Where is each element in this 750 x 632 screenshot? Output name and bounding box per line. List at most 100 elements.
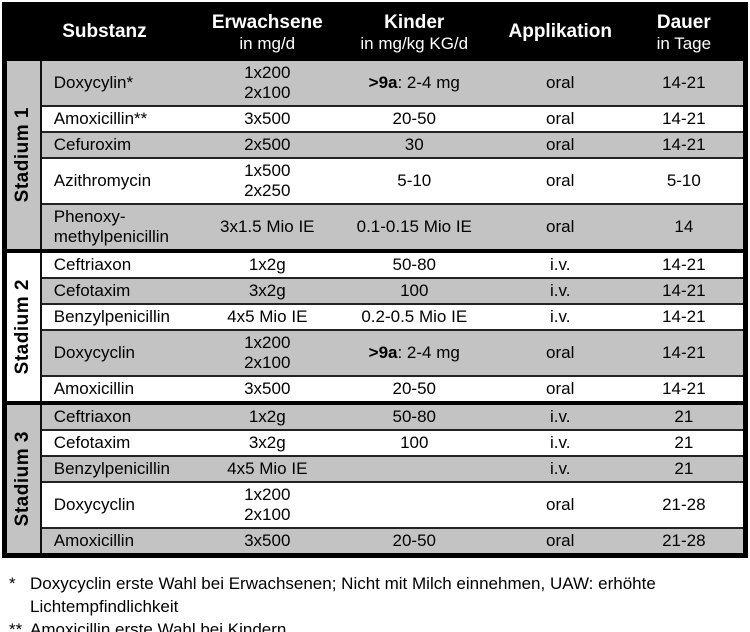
footnote-doxycyclin: * Doxycyclin erste Wahl bei Erwachsenen;… bbox=[0, 572, 750, 618]
applikation-cell: oral bbox=[495, 481, 625, 528]
erwachsene-cell: 1x200 2x100 bbox=[201, 481, 333, 528]
table-row: Phenoxy- methylpenicillin 3x1.5 Mio IE 0… bbox=[5, 203, 746, 251]
dauer-cell: 21 bbox=[624, 403, 746, 430]
kinder-cell: 0.2-0.5 Mio IE bbox=[332, 303, 496, 330]
stadium-2-label-cell: Stadium 2 bbox=[4, 251, 42, 403]
kinder-cell: 50-80 bbox=[332, 251, 496, 278]
applikation-cell: i.v. bbox=[495, 303, 625, 330]
applikation-cell: oral bbox=[495, 157, 625, 204]
substanz-cell: Cefotaxim bbox=[40, 429, 202, 456]
col-header-dauer-title: Dauer bbox=[656, 11, 711, 33]
erwachsene-cell: 3x1.5 Mio IE bbox=[201, 203, 333, 251]
kinder-cell: 5-10 bbox=[332, 157, 496, 204]
applikation-cell: oral bbox=[495, 329, 625, 376]
erwachsene-cell: 3x500 bbox=[201, 105, 333, 132]
applikation-cell: oral bbox=[495, 59, 625, 106]
footnote-marker: * bbox=[9, 574, 16, 593]
section-stadium-1: Stadium 1 Doxycylin* 1x200 2x100 >9a: 2-… bbox=[4, 59, 746, 251]
dauer-cell: 5-10 bbox=[624, 157, 746, 204]
dauer-cell: 14-21 bbox=[624, 277, 746, 304]
table-row: Amoxicillin 3x500 20-50 oral 14-21 bbox=[5, 375, 746, 403]
table-row: Amoxicillin** 3x500 20-50 oral 14-21 bbox=[5, 105, 746, 132]
table-row: Doxycyclin 1x200 2x100 >9a: 2-4 mg oral … bbox=[5, 329, 746, 376]
applikation-cell: oral bbox=[495, 527, 625, 556]
kinder-cell: 20-50 bbox=[332, 527, 496, 556]
col-header-kinder-unit: in mg/kg KG/d bbox=[360, 33, 469, 53]
kinder-age-prefix: >9a bbox=[368, 343, 398, 362]
stadium-1-label-cell: Stadium 1 bbox=[4, 59, 42, 251]
col-header-applikation: Applikation bbox=[495, 4, 625, 59]
table-row: Cefotaxim 3x2g 100 i.v. 14-21 bbox=[5, 277, 746, 304]
medication-table: Substanz Erwachsene in mg/d Kinder in mg… bbox=[2, 2, 748, 558]
erwachsene-cell: 3x500 bbox=[201, 375, 333, 403]
dauer-cell: 14-21 bbox=[624, 375, 746, 403]
footnote-marker: ** bbox=[9, 620, 23, 632]
erwachsene-cell: 1x200 2x100 bbox=[201, 59, 333, 106]
applikation-cell: i.v. bbox=[495, 403, 625, 430]
kinder-dose: : 2-4 mg bbox=[397, 73, 460, 92]
section-stadium-2: Stadium 2 Ceftriaxon 1x2g 50-80 i.v. 14-… bbox=[4, 251, 746, 403]
substanz-cell: Ceftriaxon bbox=[40, 403, 202, 430]
table-row: Azithromycin 1x500 2x250 5-10 oral 5-10 bbox=[5, 157, 746, 204]
kinder-cell: >9a: 2-4 mg bbox=[332, 329, 496, 376]
table-row: Amoxicillin 3x500 20-50 oral 21-28 bbox=[5, 527, 746, 556]
substanz-cell: Ceftriaxon bbox=[40, 251, 202, 278]
col-header-dauer-unit: in Tage bbox=[656, 33, 712, 53]
stadium-2-label: Stadium 2 bbox=[12, 279, 34, 375]
dauer-cell: 14-21 bbox=[624, 251, 746, 278]
kinder-cell: 20-50 bbox=[332, 375, 496, 403]
applikation-cell: oral bbox=[495, 131, 625, 158]
table-row: Benzylpenicillin 4x5 Mio IE i.v. 21 bbox=[5, 455, 746, 482]
applikation-cell: oral bbox=[495, 203, 625, 251]
applikation-cell: i.v. bbox=[495, 251, 625, 278]
col-header-erwachsene: Erwachsene in mg/d bbox=[201, 4, 333, 59]
kinder-cell: 30 bbox=[332, 131, 496, 158]
footnote-text: Doxycyclin erste Wahl bei Erwachsenen; N… bbox=[30, 574, 656, 616]
applikation-cell: i.v. bbox=[495, 455, 625, 482]
dauer-cell: 14-21 bbox=[624, 329, 746, 376]
stadium-3-label-cell: Stadium 3 bbox=[4, 403, 42, 556]
col-header-erwachsene-title: Erwachsene bbox=[211, 11, 323, 33]
substanz-cell: Cefotaxim bbox=[40, 277, 202, 304]
kinder-cell bbox=[332, 455, 496, 482]
kinder-cell: 100 bbox=[332, 277, 496, 304]
substanz-cell: Amoxicillin bbox=[40, 527, 202, 556]
stadium-1-label: Stadium 1 bbox=[12, 107, 34, 203]
dauer-cell: 14-21 bbox=[624, 59, 746, 106]
footnote-text: Amoxicillin erste Wahl bei Kindern bbox=[30, 620, 287, 632]
applikation-cell: i.v. bbox=[495, 277, 625, 304]
dauer-cell: 14-21 bbox=[624, 303, 746, 330]
substanz-cell: Benzylpenicillin bbox=[40, 455, 202, 482]
col-header-dauer: Dauer in Tage bbox=[624, 4, 746, 59]
header-row: Substanz Erwachsene in mg/d Kinder in mg… bbox=[4, 4, 746, 59]
erwachsene-cell: 3x500 bbox=[201, 527, 333, 556]
kinder-dose: : 2-4 mg bbox=[397, 343, 460, 362]
erwachsene-cell: 1x2g bbox=[201, 251, 333, 278]
col-header-substanz-label: Substanz bbox=[62, 21, 147, 42]
substanz-cell: Doxycylin* bbox=[40, 59, 202, 106]
substanz-cell: Cefuroxim bbox=[40, 131, 202, 158]
kinder-cell: 50-80 bbox=[332, 403, 496, 430]
substanz-cell: Amoxicillin bbox=[40, 375, 202, 403]
erwachsene-cell: 3x2g bbox=[201, 277, 333, 304]
col-header-kinder: Kinder in mg/kg KG/d bbox=[332, 4, 496, 59]
col-header-erwachsene-unit: in mg/d bbox=[239, 33, 296, 53]
substanz-cell: Doxycyclin bbox=[40, 481, 202, 528]
erwachsene-cell: 3x2g bbox=[201, 429, 333, 456]
kinder-cell: >9a: 2-4 mg bbox=[332, 59, 496, 106]
applikation-cell: oral bbox=[495, 375, 625, 403]
footnote-amoxicillin: ** Amoxicillin erste Wahl bei Kindern bbox=[0, 618, 750, 632]
kinder-age-prefix: >9a bbox=[368, 73, 398, 92]
table-row: Stadium 2 Ceftriaxon 1x2g 50-80 i.v. 14-… bbox=[4, 251, 746, 403]
substanz-cell: Doxycyclin bbox=[40, 329, 202, 376]
section-stadium-3: Stadium 3 Ceftriaxon 1x2g 50-80 i.v. 21 … bbox=[4, 403, 746, 556]
col-header-kinder-title: Kinder bbox=[384, 11, 445, 33]
dauer-cell: 21-28 bbox=[624, 481, 746, 528]
dauer-cell: 14 bbox=[624, 203, 746, 251]
table-row: Cefotaxim 3x2g 100 i.v. 21 bbox=[5, 429, 746, 456]
col-header-substanz: Substanz bbox=[4, 4, 202, 59]
dauer-cell: 21 bbox=[624, 429, 746, 456]
erwachsene-cell: 1x500 2x250 bbox=[201, 157, 333, 204]
erwachsene-cell: 1x200 2x100 bbox=[201, 329, 333, 376]
table-row: Doxycyclin 1x200 2x100 oral 21-28 bbox=[5, 481, 746, 528]
